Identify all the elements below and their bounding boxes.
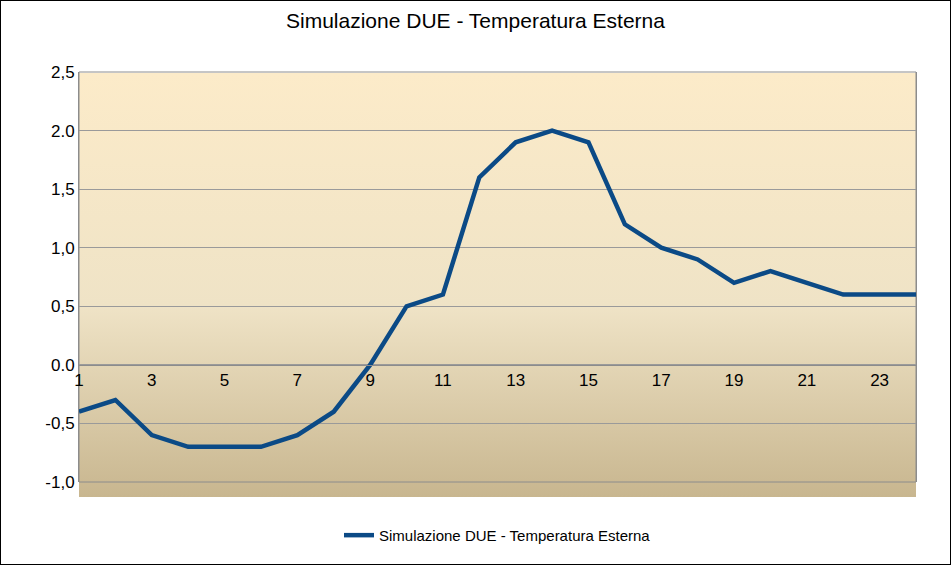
svg-text:7: 7 (293, 371, 302, 390)
svg-text:13: 13 (506, 371, 525, 390)
svg-text:9: 9 (365, 371, 374, 390)
svg-text:Simulazione DUE - Temperatura: Simulazione DUE - Temperatura Esterna (286, 9, 665, 32)
svg-text:Simulazione DUE - Temperatura: Simulazione DUE - Temperatura Esterna (379, 527, 650, 544)
svg-text:15: 15 (579, 371, 598, 390)
svg-text:1,0: 1,0 (51, 239, 75, 258)
svg-text:0,5: 0,5 (51, 297, 75, 316)
svg-text:-0,5: -0,5 (45, 414, 74, 433)
svg-text:3: 3 (147, 371, 156, 390)
svg-text:0.0: 0.0 (51, 356, 75, 375)
svg-text:19: 19 (725, 371, 744, 390)
svg-text:2,5: 2,5 (51, 63, 75, 82)
svg-text:11: 11 (434, 371, 452, 390)
svg-text:17: 17 (652, 371, 671, 390)
svg-text:1: 1 (74, 371, 83, 390)
svg-text:1,5: 1,5 (51, 180, 75, 199)
svg-text:23: 23 (870, 371, 889, 390)
svg-text:2.0: 2.0 (51, 122, 75, 141)
svg-text:5: 5 (220, 371, 229, 390)
svg-text:-1,0: -1,0 (45, 473, 74, 492)
svg-text:21: 21 (797, 371, 816, 390)
